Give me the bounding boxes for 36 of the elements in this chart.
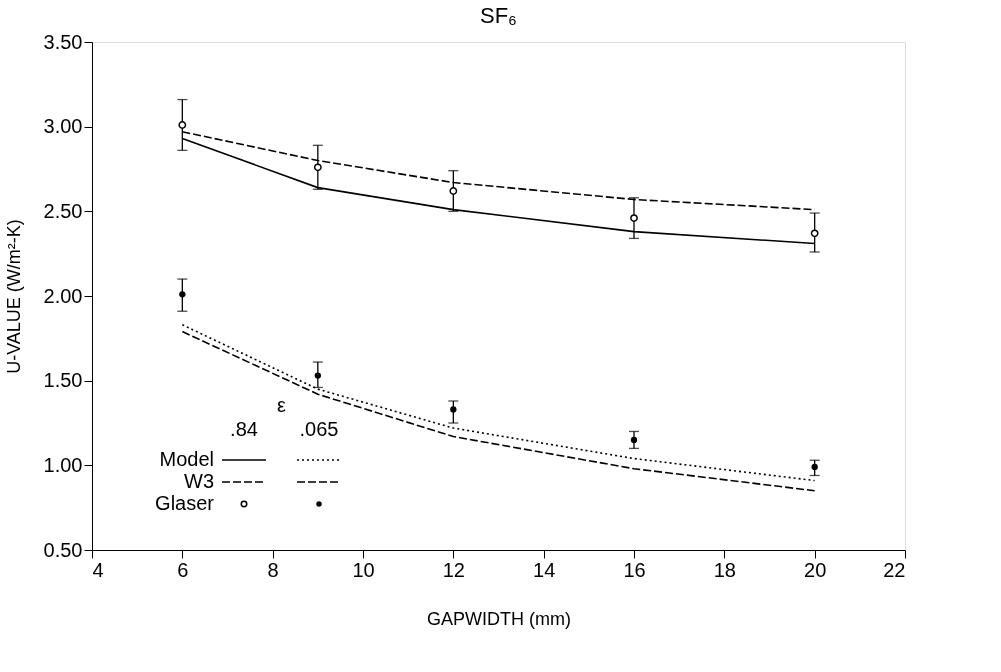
y-tick-label: 2.50 bbox=[43, 199, 83, 222]
legend-title: ε bbox=[277, 394, 287, 416]
x-tick-label: 14 bbox=[533, 558, 556, 581]
point bbox=[178, 121, 187, 129]
point bbox=[449, 187, 458, 195]
point bbox=[630, 214, 638, 223]
chart-title: SF₆ bbox=[480, 3, 517, 28]
x-tick-label: 18 bbox=[713, 558, 736, 581]
x-tick-label: 6 bbox=[177, 558, 189, 581]
annotation: .065 bbox=[299, 418, 339, 440]
point bbox=[630, 436, 638, 444]
y-axis-title: U-VALUE (W/m²-K) bbox=[3, 219, 24, 374]
legend-label: Glaser bbox=[155, 492, 215, 514]
x-tick-label: 22 bbox=[883, 558, 906, 581]
x-tick-label: 8 bbox=[267, 558, 279, 581]
x-tick-label: 4 bbox=[92, 558, 104, 581]
point bbox=[811, 463, 818, 471]
point bbox=[450, 406, 457, 413]
legend-label: Model bbox=[159, 448, 214, 470]
legend-label: W3 bbox=[184, 470, 214, 492]
point bbox=[313, 163, 322, 172]
y-tick-label: 3.00 bbox=[43, 115, 83, 138]
y-tick-label: 1.50 bbox=[43, 369, 83, 392]
x-tick-label: 10 bbox=[352, 558, 375, 581]
x-tick-label: 20 bbox=[804, 558, 827, 581]
x-tick-label: 16 bbox=[623, 558, 646, 581]
x-tick-label: 12 bbox=[442, 558, 465, 581]
point bbox=[314, 372, 321, 379]
point bbox=[810, 229, 819, 238]
y-tick-label: 1.00 bbox=[43, 453, 83, 476]
y-tick-label: 0.50 bbox=[43, 538, 83, 561]
y-tick-label: 2.00 bbox=[43, 284, 83, 307]
point bbox=[179, 291, 186, 298]
y-tick-label: 3.50 bbox=[43, 30, 83, 53]
annotation: .84 bbox=[230, 418, 258, 440]
x-axis-title: GAPWIDTH (mm) bbox=[427, 608, 571, 629]
